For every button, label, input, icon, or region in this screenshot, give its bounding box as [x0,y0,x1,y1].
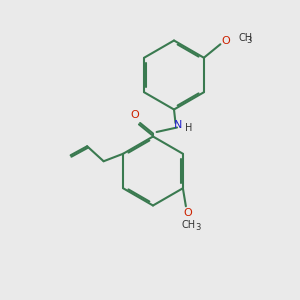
Text: CH: CH [182,220,196,230]
Text: O: O [130,110,140,120]
Text: CH: CH [239,33,253,43]
Text: 3: 3 [196,223,201,232]
Text: 3: 3 [246,36,252,45]
Text: O: O [183,208,192,218]
Text: N: N [174,120,182,130]
Text: O: O [221,36,230,46]
Text: H: H [185,123,193,134]
